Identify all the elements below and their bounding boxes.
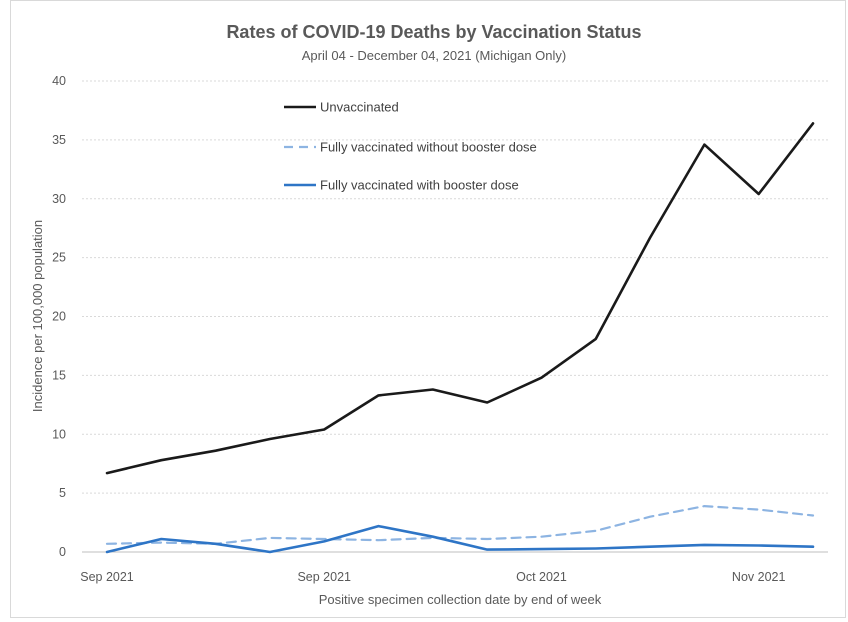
x-tick-label: Sep 2021: [297, 570, 351, 584]
y-tick-label: 20: [52, 310, 66, 324]
legend-entry: Fully vaccinated with booster dose: [320, 178, 519, 193]
x-tick-labels: Sep 2021 Sep 2021 Oct 2021 Nov 2021: [80, 570, 785, 584]
y-tick-label: 35: [52, 133, 66, 147]
y-tick-label: 40: [52, 74, 66, 88]
chart-frame: [10, 0, 846, 618]
y-tick-label: 5: [59, 486, 66, 500]
legend-entry: Fully vaccinated without booster dose: [320, 140, 537, 155]
y-tick-label: 25: [52, 251, 66, 265]
series-lines: [105, 122, 815, 554]
series-line-1: [105, 122, 815, 475]
legend-entry: Unvaccinated: [320, 100, 399, 115]
x-axis-label: Positive specimen collection date by end…: [319, 592, 602, 607]
x-tick-label: Nov 2021: [732, 570, 786, 584]
y-axis-label: Incidence per 100,000 population: [30, 220, 45, 412]
series-line-2: [105, 505, 815, 545]
y-tick-label: 15: [52, 368, 66, 382]
y-tick-label: 10: [52, 427, 66, 441]
x-tick-label: Oct 2021: [516, 570, 567, 584]
chart-subtitle: April 04 - December 04, 2021 (Michigan O…: [302, 48, 566, 63]
y-tick-label: 30: [52, 192, 66, 206]
y-tick-label: 0: [59, 545, 66, 559]
series-line-3: [105, 524, 815, 554]
chart-title: Rates of COVID-19 Deaths by Vaccination …: [226, 22, 641, 42]
legend: Unvaccinated Fully vaccinated without boo…: [284, 100, 537, 193]
gridlines: [82, 80, 828, 553]
y-tick-labels: 0 5 10 15 20 25 30 35 40: [52, 74, 66, 559]
x-tick-label: Sep 2021: [80, 570, 134, 584]
